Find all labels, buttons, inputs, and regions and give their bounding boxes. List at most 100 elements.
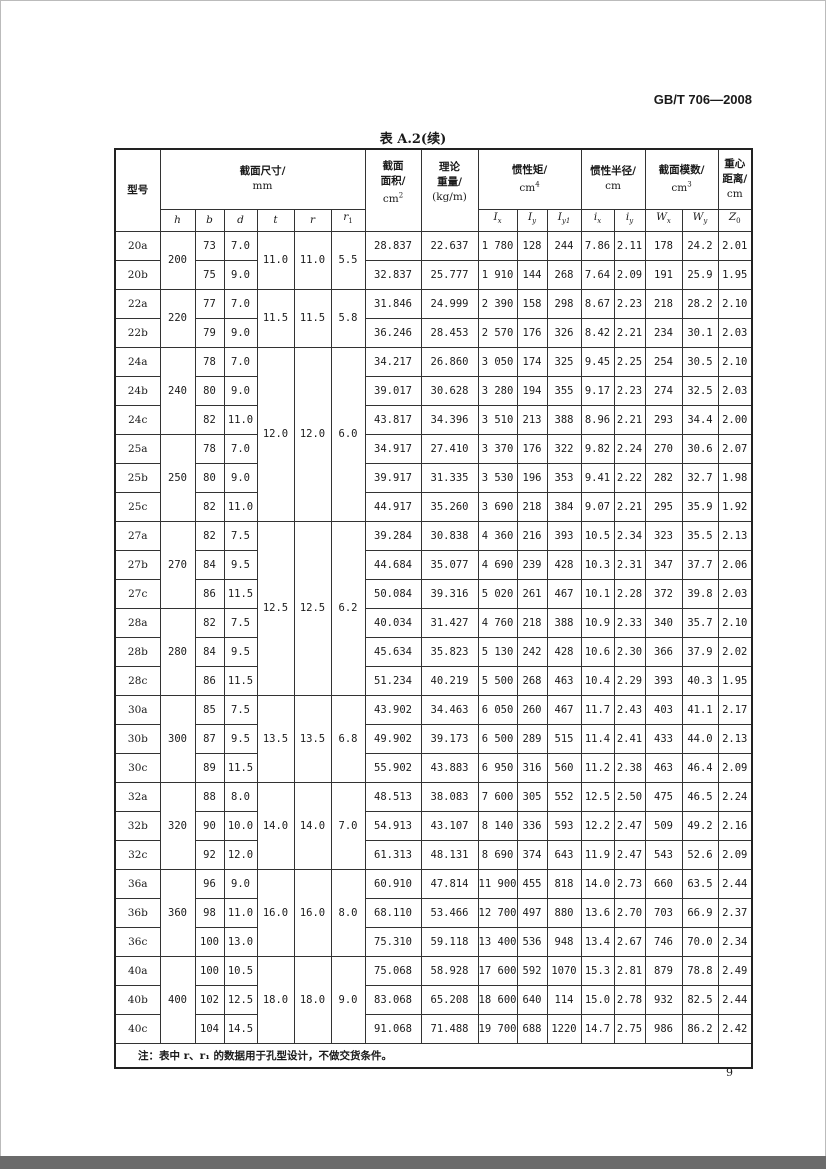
cell-b: 75 [194,259,225,290]
cell-d: 11.5 [223,752,258,783]
cell-h: 300 [159,694,196,783]
cell-d: 9.0 [223,868,258,899]
cell-t: 16.0 [256,868,295,957]
cell-iy-radius: 2.24 [613,433,646,464]
cell-r: 14.0 [293,781,332,870]
table-row: 22a 220 77 7.0 11.5 11.5 5.8 31.846 24.999 2 390 1… [114,288,753,348]
cell-iy1-inertia: 326 [546,317,582,348]
cell-z0: 2.13 [717,520,753,551]
cell-weight: 48.131 [420,839,479,870]
header-modulus: 截面模数/cm3 [644,148,719,210]
cell-model: 30b [114,723,161,754]
table-row: 24b 80 9.0 39.017 30.628 3 280 194 355 9.17 2.23 2… [114,375,753,406]
cell-ix-radius: 10.6 [580,636,615,667]
cell-area: 91.068 [364,1013,422,1044]
cell-z0: 2.09 [717,752,753,783]
cell-iy-radius: 2.09 [613,259,646,290]
cell-wy-modulus: 35.5 [681,520,719,551]
cell-z0: 2.24 [717,781,753,812]
cell-iy1-inertia: 393 [546,520,582,551]
cell-area: 68.110 [364,897,422,928]
cell-wy-modulus: 30.5 [681,346,719,377]
cell-iy1-inertia: 298 [546,288,582,319]
cell-wy-modulus: 32.5 [681,375,719,406]
cell-iy1-inertia: 818 [546,868,582,899]
cell-area: 60.910 [364,868,422,899]
cell-wy-modulus: 52.6 [681,839,719,870]
cell-weight: 34.396 [420,404,479,435]
cell-d: 9.0 [223,375,258,406]
cell-ix-radius: 14.7 [580,1013,615,1044]
table-row: 27a 270 82 7.5 12.5 12.5 6.2 39.284 30.838 4 360 2… [114,520,753,696]
header-weight: 理论 重量/(kg/m) [420,148,479,232]
cell-h: 360 [159,868,196,957]
cell-wy-modulus: 25.9 [681,259,719,290]
cell-weight: 31.427 [420,607,479,638]
cell-area: 75.310 [364,926,422,957]
cell-t: 12.5 [256,520,295,696]
cell-r1: 6.2 [330,520,366,696]
cell-iy1-inertia: 353 [546,462,582,493]
cell-wy-modulus: 40.3 [681,665,719,696]
cell-ix-inertia: 2 570 [477,317,518,348]
cell-model: 30c [114,752,161,783]
cell-model: 24a [114,346,161,377]
cell-area: 54.913 [364,810,422,841]
cell-z0: 2.16 [717,810,753,841]
cell-h: 200 [159,230,196,290]
cell-iy1-inertia: 244 [546,230,582,261]
cell-weight: 30.838 [420,520,479,551]
cell-b: 82 [194,607,225,638]
cell-weight: 71.488 [420,1013,479,1044]
cell-iy-inertia: 497 [516,897,548,928]
page-number: 9 [726,1066,733,1079]
cell-area: 39.917 [364,462,422,493]
subheader-Iy1: Iy1 [546,208,582,232]
cell-weight: 27.410 [420,433,479,464]
cell-iy-radius: 2.50 [613,781,646,812]
cell-area: 31.846 [364,288,422,319]
cell-ix-radius: 11.7 [580,694,615,725]
cell-model: 24b [114,375,161,406]
table-row: 36b 98 11.0 68.110 53.466 12 700 497 880 13.6 2.7… [114,897,753,928]
cell-z0: 1.92 [717,491,753,522]
cell-b: 96 [194,868,225,899]
cell-iy1-inertia: 515 [546,723,582,754]
cell-h: 250 [159,433,196,522]
cell-area: 43.902 [364,694,422,725]
subheader-Iy: Iy [516,208,548,232]
cell-model: 32a [114,781,161,812]
cell-area: 45.634 [364,636,422,667]
cell-weight: 30.628 [420,375,479,406]
table-row: 40b 102 12.5 83.068 65.208 18 600 640 114 15.0 2.… [114,984,753,1015]
cell-ix-radius: 11.9 [580,839,615,870]
cell-ix-radius: 11.4 [580,723,615,754]
cell-ix-inertia: 5 020 [477,578,518,609]
cell-model: 40c [114,1013,161,1044]
cell-wy-modulus: 30.6 [681,433,719,464]
cell-b: 82 [194,520,225,551]
cell-area: 61.313 [364,839,422,870]
cell-ix-radius: 11.2 [580,752,615,783]
cell-iy-inertia: 261 [516,578,548,609]
cell-area: 50.084 [364,578,422,609]
cell-iy-radius: 2.34 [613,520,646,551]
cell-iy1-inertia: 463 [546,665,582,696]
cell-d: 9.5 [223,723,258,754]
cell-wy-modulus: 70.0 [681,926,719,957]
table-row: 30a 300 85 7.5 13.5 13.5 6.8 43.902 34.463 6 050 2… [114,694,753,783]
cell-model: 27c [114,578,161,609]
cell-ix-inertia: 19 700 [477,1013,518,1044]
cell-wy-modulus: 82.5 [681,984,719,1015]
table-row: 32a 320 88 8.0 14.0 14.0 7.0 48.513 38.083 7 600 3… [114,781,753,870]
table-row: 27b 84 9.5 44.684 35.077 4 690 239 428 10.3 2.31 3… [114,549,753,580]
cell-z0: 2.10 [717,607,753,638]
cell-b: 86 [194,665,225,696]
cell-weight: 24.999 [420,288,479,319]
subheader-r1: r1 [330,208,366,232]
subheader-h: h [159,208,196,232]
cell-weight: 59.118 [420,926,479,957]
cell-wx-modulus: 372 [644,578,683,609]
cell-ix-radius: 8.42 [580,317,615,348]
cell-ix-radius: 8.96 [580,404,615,435]
